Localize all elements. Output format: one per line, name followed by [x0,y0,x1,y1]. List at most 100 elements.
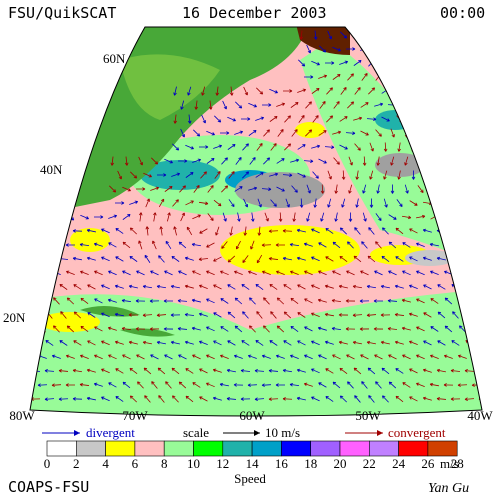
wind-arrow [327,30,332,40]
wind-arrow [332,73,341,80]
wind-arrow [94,298,103,304]
wind-arrow [268,229,279,233]
wind-arrow [275,383,286,387]
wind-arrow [151,157,159,165]
wind-arrow [401,215,412,220]
wind-arrow [473,325,480,333]
wind-arrow [257,226,262,236]
wind-arrow [65,243,76,247]
wind-arrow [101,312,110,318]
wind-arrow [388,270,397,276]
wind-arrow [240,397,251,401]
wind-arrow [451,200,460,206]
colorbar-box [368,440,399,457]
wind-arrow [366,313,377,317]
colorbar-label: 24 [392,456,406,471]
wind-arrow [387,299,398,303]
wind-arrow [276,158,285,164]
wind-arrow [220,326,229,332]
wind-arrow [263,297,270,305]
wind-arrow [430,298,439,304]
wind-arrow [318,130,327,136]
wind-arrow [255,340,264,346]
wind-arrow [467,114,472,124]
wind-arrow [122,270,131,276]
wind-arrow [185,144,194,150]
wind-arrow [443,243,454,247]
wind-arrow [261,383,272,387]
wind-arrow [193,129,201,137]
colorbar-label: 28 [451,456,464,471]
wind-arrow [115,256,124,262]
wind-arrow [432,156,437,166]
wind-arrow [73,284,82,290]
wind-arrow [303,382,313,387]
wind-arrow [282,368,293,373]
colorbar-label: 0 [44,456,51,471]
wind-arrow [471,270,481,275]
source: FSU/QuikSCAT [8,4,116,22]
wind-arrow [317,298,327,303]
colorbar-box [339,440,370,457]
wind-arrow [194,100,199,110]
wind-arrow [304,270,313,276]
wind-arrow [108,382,117,388]
wind-arrow [417,45,424,53]
wind-arrow [291,129,298,137]
wind-arrow [58,229,69,233]
wind-arrow [115,368,124,374]
wind-arrow [254,397,265,401]
wind-arrow [450,61,461,65]
wind-arrow [409,368,418,374]
wind-arrow [411,170,416,180]
wind-arrow [30,243,34,247]
wind-arrow [324,284,334,289]
colorbar-box [76,440,106,457]
wind-arrow [411,114,416,124]
wind-arrow [173,114,178,124]
wind-arrow [30,270,33,276]
wind-arrow [270,311,277,319]
wind-arrow [219,382,229,387]
lon-label: 50W [355,408,381,423]
wind-arrow [402,382,411,388]
wind-arrow [325,396,334,402]
wind-arrow [255,116,265,121]
wind-arrow [319,45,327,53]
wind-arrow [303,159,314,163]
colorbar-label: 16 [275,456,289,471]
wind-arrow [425,114,430,124]
wind-arrow [402,74,411,80]
lon-label: 70W [122,408,148,423]
wind-arrow [359,327,370,331]
wind-arrow [144,395,151,403]
wind-arrow [72,368,83,373]
wind-arrow [459,157,466,166]
wind-arrow [380,340,390,345]
wind-arrow [30,325,33,333]
wind-arrow [339,367,348,375]
wind-arrow [439,114,443,124]
wind-arrow [93,215,104,219]
wind-arrow [229,226,233,236]
wind-arrow [149,327,160,331]
wind-arrow [191,326,201,331]
wind-arrow [345,131,356,135]
wind-arrow [58,369,69,373]
wind-arrow [458,186,468,191]
wind-arrow [108,270,117,276]
wind-arrow [311,144,321,149]
wind-arrow [222,212,227,222]
wind-arrow [72,229,83,233]
wind-arrow [72,397,83,401]
wind-arrow [375,129,382,137]
wind-arrow [228,171,235,179]
wind-arrow [347,73,354,81]
wind-arrow [17,257,26,260]
wind-arrow [450,229,461,233]
wind-arrow [305,101,312,109]
wind-arrow [346,354,355,360]
wind-arrow [465,32,474,38]
wind-arrow [334,212,338,222]
wind-arrow [408,312,418,317]
